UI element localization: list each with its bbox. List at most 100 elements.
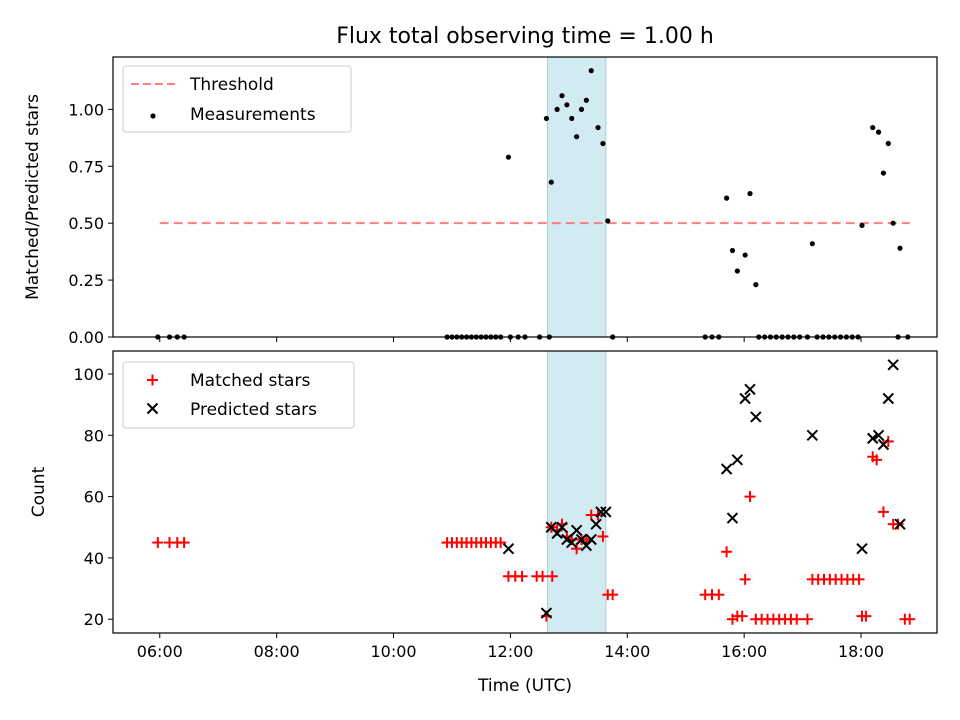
predicted-star-point — [872, 429, 885, 442]
top-y-tick-label: 0.50 — [68, 214, 104, 233]
bottom-y-tick-label: 60 — [84, 488, 104, 507]
top-panel: 0.00 0.25 0.50 0.75 1.00 Matched/Predicted s… — [23, 56, 938, 347]
predicted-star-point — [590, 518, 602, 530]
predicted-star-point — [566, 536, 578, 549]
x-axis-label: Time (UTC) — [477, 676, 572, 696]
measurement-point — [543, 115, 550, 122]
bottom-y-tick-label: 80 — [84, 426, 104, 445]
predicted-star-point — [585, 533, 597, 546]
matched-legend-marker — [147, 374, 158, 386]
matched-star-point — [739, 573, 751, 585]
measurement-point — [605, 218, 611, 224]
bottom-plot-frame — [112, 350, 938, 634]
measurement-point — [875, 129, 882, 135]
matched-star-point — [882, 435, 894, 447]
threshold-legend-label: Threshold — [189, 75, 274, 95]
predicted-star-point — [744, 383, 756, 396]
predicted-star-point — [877, 438, 890, 451]
matched-star-point — [178, 537, 190, 549]
measurement-point — [870, 124, 876, 131]
matched-star-point — [713, 589, 725, 601]
measurement-point — [578, 106, 585, 112]
predicted-star-point — [600, 506, 612, 518]
top-y-tick-label: 0.75 — [68, 157, 104, 176]
bottom-x-ticks: 06:00 08:00 10:00 12:00 14:00 16:00 18:00 — [137, 633, 884, 661]
bottom-y-axis-label: Count — [29, 466, 49, 517]
measurement-point — [583, 97, 589, 103]
matched-legend-label: Matched stars — [190, 371, 310, 391]
measurement-point — [505, 154, 512, 160]
measurements-legend-marker — [150, 113, 156, 119]
top-y-tick-label: 0.00 — [68, 328, 104, 347]
predicted-star-point — [894, 518, 906, 530]
top-y-tick-label: 0.25 — [68, 271, 104, 290]
measurement-point — [569, 115, 575, 122]
predicted-star-point — [731, 454, 744, 466]
matched-star-point — [607, 589, 619, 601]
matched-star-point — [495, 537, 507, 549]
x-tick-label: 16:00 — [721, 642, 767, 661]
bottom-shaded-span — [546, 350, 607, 634]
figure-title: Flux total observing time = 1.00 h — [336, 24, 714, 49]
matched-star-point — [744, 491, 756, 503]
x-tick-label: 08:00 — [254, 642, 300, 661]
predicted-star-point — [720, 463, 733, 475]
measurement-point — [600, 140, 606, 147]
top-y-ticks: 0.00 0.25 0.50 0.75 1.00 — [68, 100, 113, 347]
top-plot-frame — [112, 56, 938, 338]
matched-star-point — [892, 518, 904, 530]
top-x-ticks — [159, 337, 862, 342]
predicted-star-point — [570, 524, 583, 537]
measurement-point — [747, 190, 753, 197]
predicted-star-point — [502, 542, 515, 555]
x-tick-label: 10:00 — [370, 642, 416, 661]
matched-star-point — [516, 570, 528, 582]
matched-stars-series — [152, 435, 916, 625]
measurement-point — [729, 247, 736, 254]
matched-star-point — [904, 613, 916, 625]
measurements-legend-label: Measurements — [190, 105, 316, 125]
measurement-point — [880, 170, 887, 176]
measurement-point — [564, 102, 570, 108]
measurement-point — [574, 134, 580, 140]
x-tick-label: 18:00 — [838, 642, 884, 661]
bottom-panel: 20 40 60 80 100 06:00 08:00 10:00 12:00 14:00 16:… — [29, 350, 938, 696]
measurement-point — [548, 179, 554, 185]
top-y-tick-label: 1.00 — [68, 100, 104, 119]
bottom-y-tick-label: 100 — [73, 365, 104, 384]
top-shaded-span — [546, 56, 607, 338]
measurement-point — [559, 93, 565, 99]
bottom-legend: Matched stars Predicted stars — [122, 361, 355, 429]
matched-star-point — [721, 546, 733, 558]
measurement-point — [890, 220, 896, 226]
matched-star-point — [152, 537, 164, 549]
matched-star-point — [871, 454, 883, 466]
x-tick-label: 12:00 — [487, 642, 533, 661]
predicted-star-point — [726, 512, 739, 524]
matched-star-point — [877, 506, 889, 518]
predicted-star-point — [595, 506, 607, 518]
x-tick-label: 06:00 — [137, 642, 183, 661]
top-legend-box — [122, 65, 352, 133]
top-y-axis-label: Matched/Predicted stars — [23, 94, 43, 300]
measurement-point — [753, 282, 759, 288]
predicted-star-point — [806, 429, 819, 442]
bottom-legend-box — [122, 361, 355, 429]
predicted-star-point — [556, 521, 568, 533]
x-tick-label: 14:00 — [604, 642, 650, 661]
measurement-point — [588, 68, 594, 74]
matched-star-point — [853, 573, 865, 585]
predicted-star-point — [750, 411, 762, 423]
matched-star-point — [537, 570, 549, 582]
measurement-point — [897, 245, 903, 251]
bottom-y-ticks: 20 40 60 80 100 — [73, 365, 113, 629]
bottom-y-tick-label: 40 — [84, 549, 104, 568]
measurement-point — [859, 222, 865, 229]
predicted-star-point — [739, 392, 751, 405]
measurements-series — [155, 68, 911, 340]
matched-star-point — [546, 570, 558, 582]
predicted-star-point — [540, 607, 553, 619]
top-legend: Threshold Measurements — [122, 65, 352, 133]
matched-star-point — [791, 613, 803, 625]
matched-star-point — [860, 610, 872, 622]
